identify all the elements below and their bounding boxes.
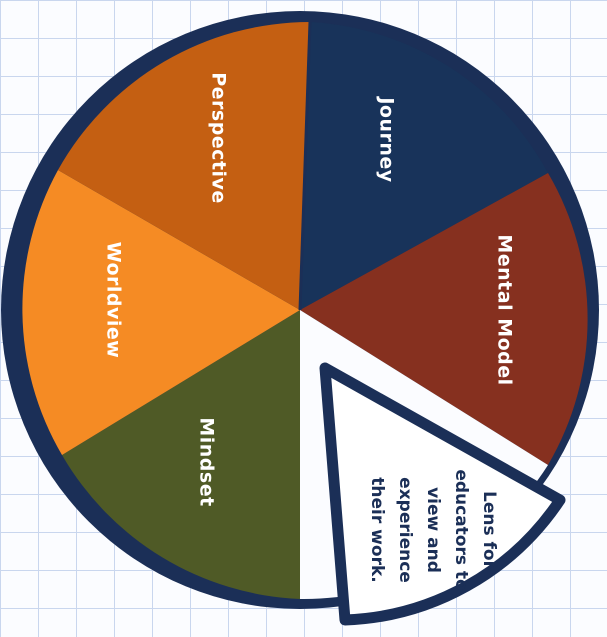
- label-journey: Journey: [376, 95, 398, 182]
- segment-mindset: [62, 310, 300, 599]
- label-perspective: Perspective: [208, 72, 230, 204]
- segment-perspective: [58, 22, 310, 310]
- lens-line-1: Lens for: [479, 491, 499, 570]
- lens-text: Lens for educators to view and experienc…: [367, 469, 499, 590]
- segment-journey: [300, 22, 548, 310]
- segment-worldview: [22, 170, 301, 455]
- lens-line-2: educators to: [451, 469, 471, 590]
- segment-divider: [298, 21, 312, 311]
- label-mental-model: Mental Model: [494, 234, 516, 385]
- label-mindset: Mindset: [196, 417, 218, 506]
- lens-wedge: [319, 362, 566, 626]
- label-worldview: Worldview: [103, 242, 125, 359]
- lens-line-5: their work.: [367, 477, 387, 582]
- lens-line-3: view and: [423, 487, 443, 573]
- lens-line-4: experience: [395, 477, 415, 583]
- segment-mental-model: [300, 173, 588, 465]
